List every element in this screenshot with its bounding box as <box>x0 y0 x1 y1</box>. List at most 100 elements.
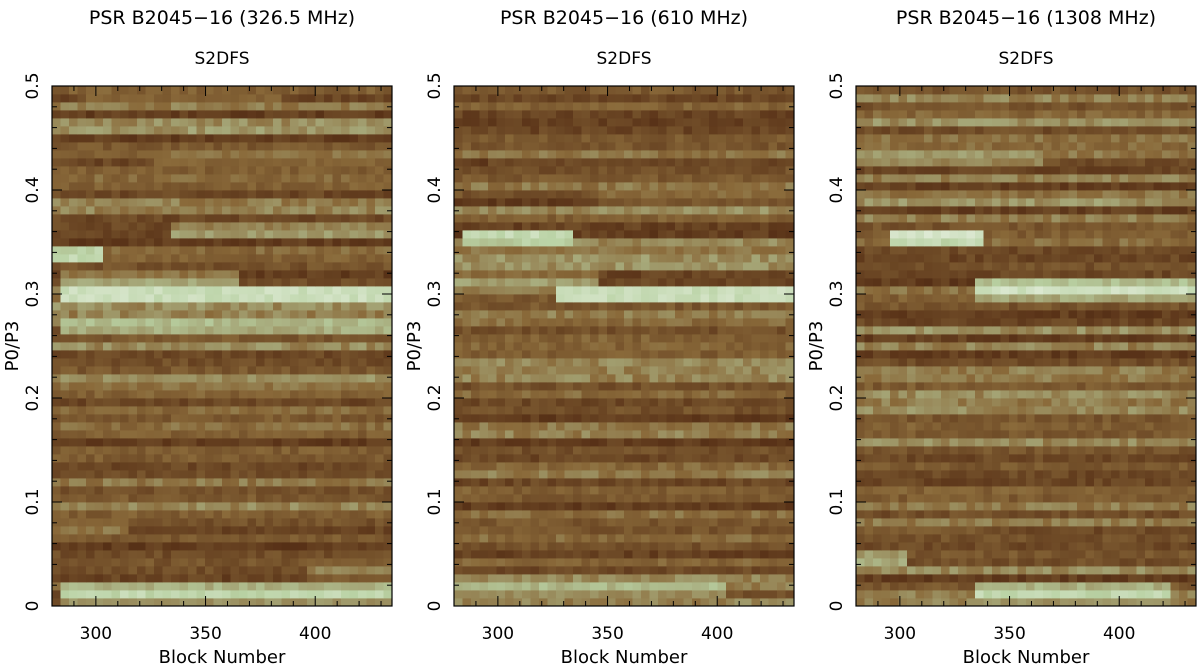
heatmap-cell <box>103 134 112 143</box>
heatmap-cell <box>264 158 274 167</box>
heatmap-cell <box>341 86 350 95</box>
heatmap-cell <box>213 254 223 263</box>
heatmap-cell <box>785 550 795 559</box>
heatmap-cell <box>324 118 333 127</box>
heatmap-cell <box>692 478 701 487</box>
heatmap-cell <box>632 478 642 487</box>
heatmap-cell <box>375 478 384 487</box>
heatmap-cell <box>341 326 350 335</box>
heatmap-cell <box>751 398 761 407</box>
heatmap-cell <box>205 462 214 471</box>
heatmap-cell <box>522 158 531 167</box>
heatmap-cell <box>624 422 633 431</box>
heatmap-cell <box>230 318 240 327</box>
heatmap-cell <box>103 366 112 375</box>
heatmap-cell <box>488 150 497 159</box>
heatmap-cell <box>154 510 163 519</box>
heatmap-cell <box>188 430 197 439</box>
heatmap-cell <box>760 166 769 175</box>
heatmap-cell <box>120 190 129 199</box>
heatmap-cell <box>52 310 61 319</box>
heatmap-cell <box>717 486 727 495</box>
heatmap-cell <box>496 438 506 447</box>
heatmap-cell <box>590 254 599 263</box>
heatmap-cell <box>462 502 472 511</box>
heatmap-cell <box>162 126 172 135</box>
heatmap-cell <box>349 558 359 567</box>
heatmap-cell <box>573 342 582 351</box>
heatmap-cell <box>607 342 616 351</box>
heatmap-cell <box>649 310 659 319</box>
heatmap-cell <box>615 374 625 383</box>
heatmap-cell <box>777 502 786 511</box>
heatmap-cell <box>332 126 342 135</box>
heatmap-cell <box>77 558 87 567</box>
heatmap-cell <box>137 550 146 559</box>
heatmap-cell <box>349 542 359 551</box>
heatmap-cell <box>496 150 506 159</box>
heatmap-cell <box>86 534 95 543</box>
heatmap-cell <box>658 478 667 487</box>
heatmap-cell <box>590 518 599 527</box>
heatmap-cell <box>77 166 87 175</box>
heatmap-cell <box>239 158 248 167</box>
heatmap-cell <box>624 374 633 383</box>
heatmap-cell <box>264 102 274 111</box>
heatmap-cell <box>290 390 299 399</box>
heatmap-cell <box>341 366 350 375</box>
heatmap-cell <box>547 398 557 407</box>
heatmap-cell <box>624 598 633 607</box>
heatmap-cell <box>358 158 367 167</box>
heatmap-cell <box>290 286 299 295</box>
heatmap-cell <box>726 478 735 487</box>
heatmap-cell <box>709 494 718 503</box>
heatmap-cell <box>462 246 472 255</box>
heatmap-cell <box>315 262 325 271</box>
heatmap-cell <box>366 422 376 431</box>
heatmap-cell <box>145 134 155 143</box>
heatmap-cell <box>332 342 342 351</box>
heatmap-cell <box>471 422 480 431</box>
heatmap-cell <box>726 550 735 559</box>
heatmap-cell <box>315 446 325 455</box>
heatmap-cell <box>205 254 214 263</box>
heatmap-cell <box>239 550 248 559</box>
heatmap-cell <box>264 350 274 359</box>
heatmap-cell <box>734 406 744 415</box>
heatmap-cell <box>607 558 616 567</box>
heatmap-cell <box>598 190 608 199</box>
heatmap-cell <box>641 206 650 215</box>
heatmap-cell <box>700 222 710 231</box>
heatmap-cell <box>205 150 214 159</box>
heatmap-cell <box>111 422 121 431</box>
heatmap-cell <box>205 302 214 311</box>
heatmap-cell <box>505 166 514 175</box>
heatmap-cell <box>760 502 769 511</box>
heatmap-cell <box>700 174 710 183</box>
heatmap-cell <box>666 582 676 591</box>
heatmap-cell <box>196 574 206 583</box>
heatmap-cell <box>624 414 633 423</box>
heatmap-cell <box>683 454 693 463</box>
heatmap-cell <box>375 558 384 567</box>
heatmap-cell <box>615 294 625 303</box>
heatmap-cell <box>111 142 121 151</box>
heatmap-cell <box>590 534 599 543</box>
heatmap-cell <box>479 526 489 535</box>
heatmap-cell <box>137 110 146 119</box>
heatmap-cell <box>264 590 274 599</box>
heatmap-cell <box>683 366 693 375</box>
heatmap-cell <box>760 358 769 367</box>
heatmap-cell <box>256 550 265 559</box>
heatmap-cell <box>137 518 146 527</box>
heatmap-cell <box>709 206 718 215</box>
heatmap-cell <box>675 206 684 215</box>
heatmap-cell <box>358 534 367 543</box>
heatmap-cell <box>505 526 514 535</box>
heatmap-cell <box>77 414 87 423</box>
heatmap-cell <box>607 422 616 431</box>
heatmap-cell <box>264 286 274 295</box>
heatmap-cell <box>69 486 78 495</box>
heatmap-cell <box>188 398 197 407</box>
heatmap-cell <box>332 478 342 487</box>
